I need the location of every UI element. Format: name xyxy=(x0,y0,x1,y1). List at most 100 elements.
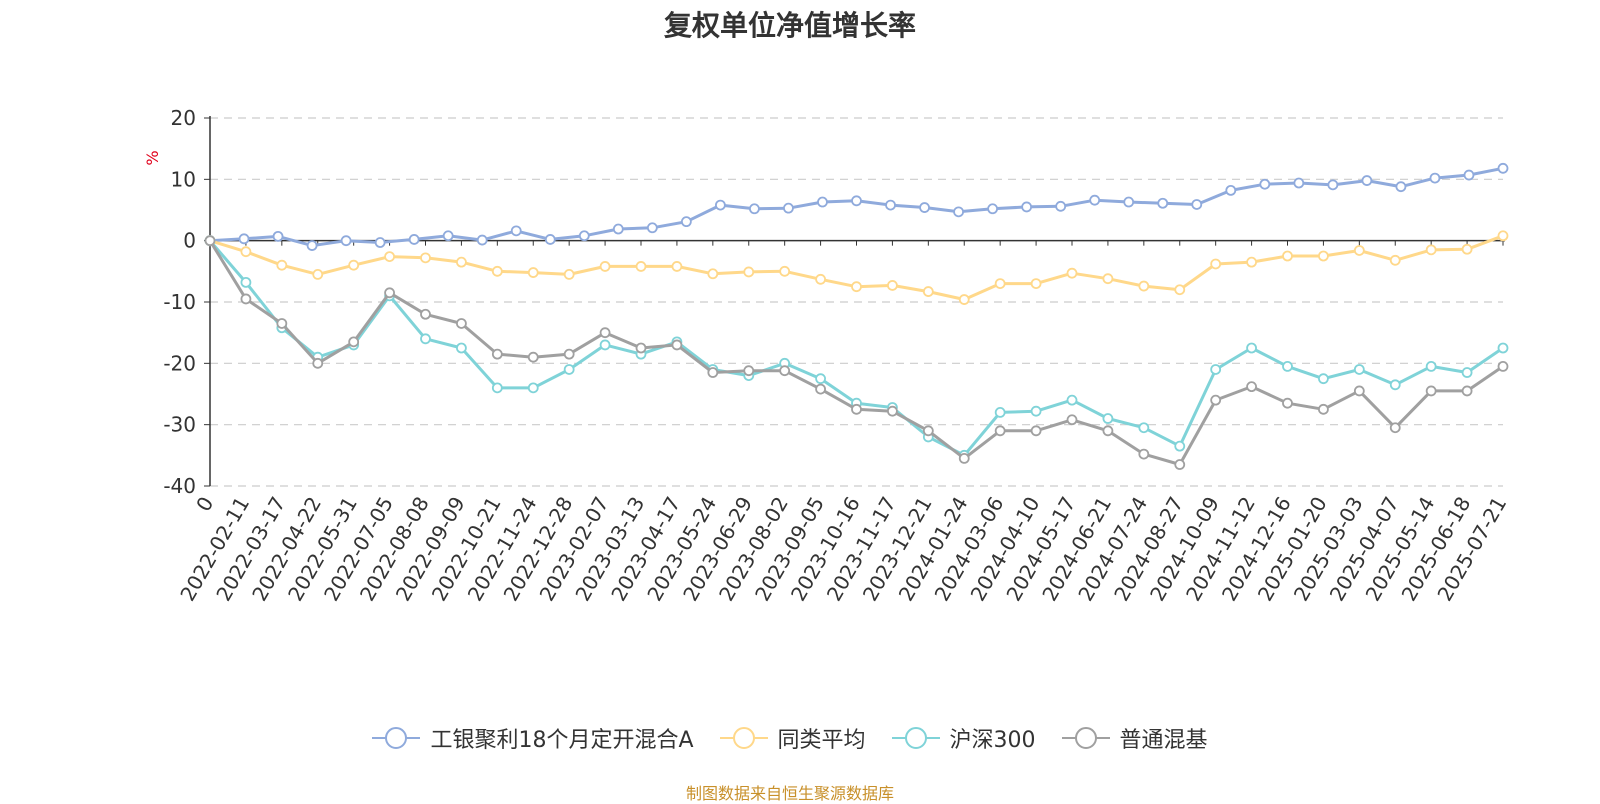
legend-item-3[interactable]: 普通混基 xyxy=(1061,722,1208,754)
series-2-point-29[interactable] xyxy=(1246,342,1257,354)
series-0-point-31[interactable] xyxy=(1259,178,1271,190)
series-0-point-34[interactable] xyxy=(1361,175,1373,186)
series-2-point-8[interactable] xyxy=(491,382,503,394)
series-3-point-12[interactable] xyxy=(635,342,647,354)
series-0-point-4[interactable] xyxy=(340,235,352,247)
series-2-point-10[interactable] xyxy=(563,364,575,375)
series-1-point-25[interactable] xyxy=(1102,273,1114,285)
series-0-point-19[interactable] xyxy=(851,195,862,207)
series-2-point-34[interactable] xyxy=(1425,360,1437,372)
series-3-point-36[interactable] xyxy=(1497,360,1509,372)
series-0-point-1[interactable] xyxy=(238,233,250,245)
series-2-point-6[interactable] xyxy=(420,333,431,345)
series-1-point-18[interactable] xyxy=(851,281,862,293)
series-0-point-8[interactable] xyxy=(476,234,488,246)
series-3-point-11[interactable] xyxy=(599,327,611,339)
series-1-point-26[interactable] xyxy=(1138,280,1150,292)
series-1-point-3[interactable] xyxy=(312,268,324,280)
series-1-point-31[interactable] xyxy=(1318,250,1329,262)
series-1-point-34[interactable] xyxy=(1425,244,1437,256)
series-0-point-14[interactable] xyxy=(680,216,692,228)
series-0-point-23[interactable] xyxy=(987,203,999,215)
series-0-point-33[interactable] xyxy=(1327,179,1339,191)
series-1-point-10[interactable] xyxy=(563,268,575,280)
series-2-point-22[interactable] xyxy=(994,406,1006,418)
legend-item-2[interactable]: 沪深300 xyxy=(891,722,1036,754)
series-3-point-23[interactable] xyxy=(1030,425,1042,437)
series-1-point-23[interactable] xyxy=(1030,278,1042,290)
series-1-point-16[interactable] xyxy=(779,265,791,277)
series-1-point-12[interactable] xyxy=(635,261,647,272)
series-3-point-13[interactable] xyxy=(671,339,683,351)
series-3-point-22[interactable] xyxy=(994,425,1006,437)
series-3-point-9[interactable] xyxy=(527,351,539,363)
series-1-point-20[interactable] xyxy=(922,286,934,297)
series-0-point-21[interactable] xyxy=(919,202,930,213)
series-2-point-36[interactable] xyxy=(1497,342,1509,354)
series-3-point-24[interactable] xyxy=(1066,414,1078,426)
series-3-point-26[interactable] xyxy=(1138,448,1150,460)
series-3-point-31[interactable] xyxy=(1318,403,1329,415)
series-2-point-1[interactable] xyxy=(240,276,252,288)
series-2-point-24[interactable] xyxy=(1066,394,1078,406)
series-1-point-30[interactable] xyxy=(1282,250,1293,262)
series-1-point-29[interactable] xyxy=(1246,256,1257,268)
series-0-point-37[interactable] xyxy=(1463,169,1475,181)
series-2-point-11[interactable] xyxy=(599,339,611,351)
series-3-point-29[interactable] xyxy=(1246,381,1257,393)
series-2-point-32[interactable] xyxy=(1353,364,1365,375)
series-3-point-10[interactable] xyxy=(563,348,575,360)
series-0-point-24[interactable] xyxy=(1021,201,1033,213)
series-1-point-1[interactable] xyxy=(240,246,252,258)
series-3-point-16[interactable] xyxy=(779,365,791,377)
series-1-point-22[interactable] xyxy=(994,278,1006,290)
series-3-point-4[interactable] xyxy=(348,336,360,348)
legend-item-1[interactable]: 同类平均 xyxy=(719,722,866,754)
series-1-point-11[interactable] xyxy=(599,261,611,272)
series-0-point-12[interactable] xyxy=(612,223,624,235)
series-0-point-25[interactable] xyxy=(1055,200,1067,212)
series-0-point-16[interactable] xyxy=(749,203,760,215)
series-3-point-2[interactable] xyxy=(276,318,288,329)
series-0-point-35[interactable] xyxy=(1395,181,1407,193)
series-1-point-35[interactable] xyxy=(1461,243,1473,255)
series-3-point-5[interactable] xyxy=(384,287,395,299)
series-0-point-28[interactable] xyxy=(1157,197,1169,209)
series-1-point-8[interactable] xyxy=(491,265,503,277)
series-2-point-7[interactable] xyxy=(456,342,467,354)
series-3-point-35[interactable] xyxy=(1461,385,1473,397)
series-0-point-22[interactable] xyxy=(953,206,964,218)
series-0-point-36[interactable] xyxy=(1429,172,1441,184)
series-0-point-38[interactable] xyxy=(1497,162,1509,174)
series-3-point-18[interactable] xyxy=(851,403,862,415)
series-3-point-25[interactable] xyxy=(1102,425,1114,437)
series-1-point-19[interactable] xyxy=(887,280,898,291)
series-3-point-20[interactable] xyxy=(922,425,934,437)
series-3-point-7[interactable] xyxy=(456,318,467,329)
series-0-point-30[interactable] xyxy=(1225,184,1237,196)
series-1-point-24[interactable] xyxy=(1066,267,1078,279)
series-1-point-2[interactable] xyxy=(276,259,288,271)
series-1-point-21[interactable] xyxy=(958,294,970,305)
series-1-point-5[interactable] xyxy=(384,251,395,263)
series-3-point-1[interactable] xyxy=(240,293,252,305)
series-2-point-31[interactable] xyxy=(1318,373,1329,385)
series-1-point-9[interactable] xyxy=(527,267,539,278)
series-1-point-28[interactable] xyxy=(1210,258,1222,270)
legend-item-0[interactable]: 工银聚利18个月定开混合A xyxy=(372,722,694,754)
series-3-point-28[interactable] xyxy=(1210,394,1222,406)
series-1-point-17[interactable] xyxy=(815,273,826,285)
series-3-point-6[interactable] xyxy=(420,308,431,320)
series-1-point-6[interactable] xyxy=(420,252,431,264)
series-0-point-20[interactable] xyxy=(885,199,896,211)
series-0-point-27[interactable] xyxy=(1123,196,1135,208)
series-0-point-3[interactable] xyxy=(306,240,318,251)
series-2-point-28[interactable] xyxy=(1210,364,1222,375)
series-1-point-14[interactable] xyxy=(707,268,719,280)
series-3-point-3[interactable] xyxy=(312,357,324,369)
series-0-point-15[interactable] xyxy=(714,199,726,211)
series-3-point-8[interactable] xyxy=(491,348,503,360)
series-2-point-30[interactable] xyxy=(1282,360,1293,372)
series-3-point-15[interactable] xyxy=(743,365,755,377)
series-0-point-32[interactable] xyxy=(1293,177,1305,189)
